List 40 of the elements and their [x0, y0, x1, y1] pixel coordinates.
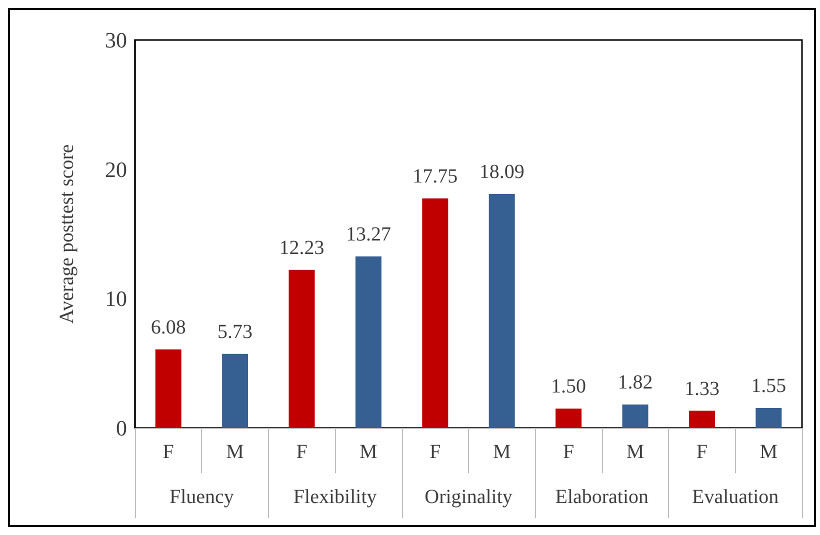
text: Originality [424, 486, 512, 508]
data-label: 18.09 [479, 161, 524, 184]
x-tick-label: F [696, 441, 708, 463]
bar [422, 198, 448, 428]
y-tick-label: 20 [105, 156, 127, 182]
data-label: 12.23 [279, 236, 324, 259]
x-tick-label: M [760, 441, 778, 463]
x-tick-label: F [162, 441, 174, 463]
data-label: 1.33 [684, 378, 720, 400]
text: Elaboration [555, 486, 649, 508]
bar [756, 408, 782, 428]
data-label: 13.27 [346, 223, 391, 246]
bar [556, 408, 582, 428]
y-tick-label: 10 [105, 286, 127, 312]
x-tick-label: M [492, 441, 511, 463]
x-tick-label: F [562, 441, 574, 463]
bar [155, 349, 182, 428]
bar [288, 270, 315, 428]
data-label: 1.82 [618, 371, 653, 394]
text: Fluency [169, 486, 234, 508]
bar [622, 404, 648, 428]
y-tick-label: 30 [105, 28, 127, 52]
y-axis-title: Average posttest score [56, 144, 78, 324]
bar [688, 410, 715, 428]
data-label: 1.55 [751, 374, 786, 397]
x-tick-label: F [296, 441, 308, 463]
text: Flexibility [293, 486, 377, 508]
text: Evaluation [692, 486, 779, 508]
data-label: 17.75 [412, 165, 458, 188]
x-tick-label: M [360, 441, 378, 463]
data-label: 5.73 [218, 320, 253, 343]
bar [222, 354, 248, 428]
bar [488, 194, 515, 428]
data-label: 6.08 [150, 316, 186, 338]
x-tick-label: F [430, 441, 441, 463]
x-tick-label: M [226, 441, 244, 463]
data-label: 1.50 [551, 376, 586, 398]
x-tick-label: M [626, 441, 644, 463]
bar [355, 256, 382, 428]
y-tick-label: 0 [116, 416, 127, 440]
